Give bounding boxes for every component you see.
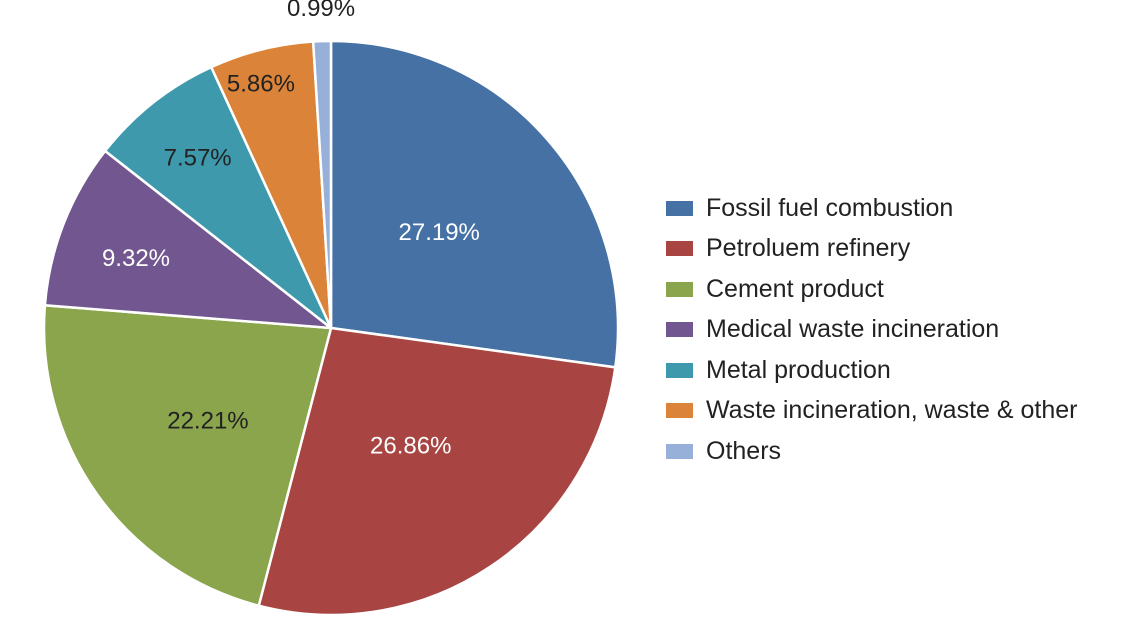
- legend-swatch: [666, 403, 693, 419]
- slice-value-label: 0.99%: [287, 0, 355, 22]
- legend-item: Fossil fuel combustion: [666, 188, 1077, 229]
- slice-value-label: 26.86%: [370, 433, 451, 460]
- legend-item: Others: [666, 431, 1077, 472]
- slice-value-label: 9.32%: [102, 245, 170, 272]
- legend-swatch: [666, 322, 693, 338]
- slice-value-label: 27.19%: [399, 219, 480, 246]
- pie-slice-metal-production: [103, 65, 333, 329]
- legend-item: Metal production: [666, 350, 1077, 391]
- slice-value-label: 5.86%: [227, 71, 295, 98]
- legend-item: Waste incineration, waste & other: [666, 391, 1077, 432]
- legend-swatch: [666, 362, 693, 378]
- slice-value-label: 7.57%: [164, 144, 232, 171]
- legend-item: Medical waste incineration: [666, 310, 1077, 351]
- legend-label: Metal production: [706, 355, 891, 384]
- pie-slice-cement-product: [42, 303, 333, 608]
- legend-swatch: [666, 443, 693, 459]
- pie-slice-others: [311, 39, 333, 329]
- legend-label: Waste incineration, waste & other: [706, 396, 1078, 425]
- pie-slice-medical-waste-incineration: [43, 149, 336, 330]
- legend-swatch: [666, 281, 693, 297]
- legend-item: Petroluem refinery: [666, 229, 1077, 270]
- pie-labels: 27.19% 26.86% 22.21% 9.32% 7.57% 5.86% 0.99%: [102, 0, 480, 460]
- pie-slice-fossil-fuel-combustion: [329, 39, 620, 369]
- legend-swatch: [666, 200, 693, 216]
- legend-label: Medical waste incineration: [706, 315, 1000, 344]
- legend-item: Cement product: [666, 269, 1077, 310]
- legend-label: Fossil fuel combustion: [706, 193, 954, 222]
- legend-label: Cement product: [706, 274, 884, 303]
- legend: Fossil fuel combustion Petroluem refinery…: [666, 188, 1077, 472]
- legend-label: Others: [706, 436, 782, 465]
- pie-slice-petroluem-refinery: [257, 326, 617, 617]
- legend-swatch: [666, 241, 693, 257]
- slice-value-label: 22.21%: [167, 408, 248, 435]
- legend-label: Petroluem refinery: [706, 234, 911, 263]
- pie-slices: [42, 39, 620, 617]
